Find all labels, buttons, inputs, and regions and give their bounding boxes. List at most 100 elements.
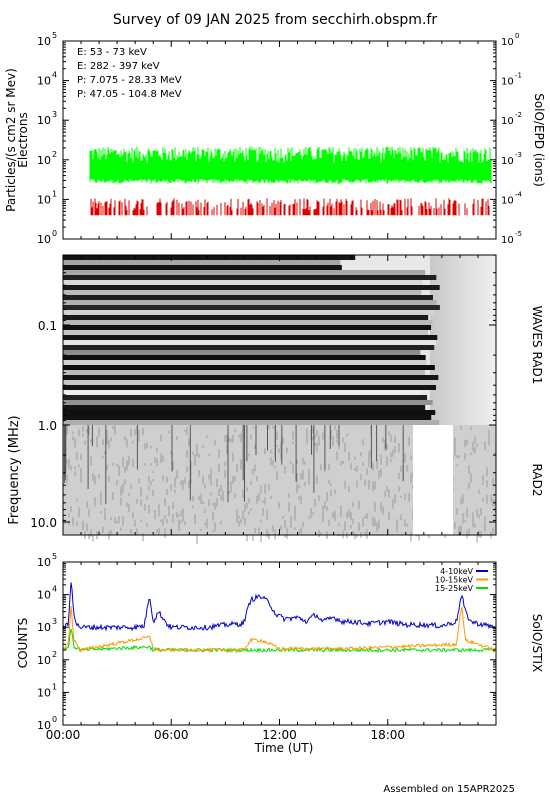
rad1-stripe: [63, 255, 356, 260]
ytick-label: 10: [37, 719, 51, 732]
right-ytick-label-exponent: 0: [515, 32, 519, 40]
legend-entry: 4-10keV: [440, 567, 473, 576]
particles-ylabel: Particles/(s cm2 sr Mev): [4, 68, 18, 212]
ytick-label-exponent: 2: [52, 650, 57, 659]
particles-ylabel-electrons: Electrons: [16, 112, 30, 167]
legend-entry: E: 53 - 73 keV: [77, 47, 147, 58]
legend-entry: P: 7.075 - 28.33 MeV: [77, 75, 182, 86]
series-electrons-53-73: [89, 146, 492, 184]
xtick-label: 12:00: [262, 728, 297, 742]
rad1-stripe: [63, 415, 432, 420]
ytick-label: 10: [37, 686, 51, 699]
rad1-stripe: [63, 260, 341, 265]
right-ytick-label: 10: [501, 235, 514, 246]
ytick-label: 1.0: [38, 419, 57, 433]
stix-ylabel: COUNTS: [16, 618, 30, 669]
rad1-stripe: [63, 385, 436, 390]
rad1-stripe: [63, 290, 422, 295]
ytick-label-exponent: 0: [52, 715, 57, 724]
series-10-15keV: [62, 605, 497, 654]
right-ytick-label-exponent: -2: [515, 111, 522, 119]
stix-data: [62, 582, 497, 654]
xtick-label: 06:00: [154, 728, 189, 742]
ytick-label-exponent: 4: [52, 585, 57, 594]
ytick-label-exponent: 1: [52, 189, 57, 198]
legend-entry: 10-15keV: [435, 576, 474, 585]
rad1-stripe: [63, 280, 423, 285]
rad1-stripe: [63, 370, 425, 375]
right-ytick-label: 10: [501, 77, 514, 88]
rad1-stripe: [63, 420, 440, 425]
radio-ticks: 0.1 1.0 10.0: [30, 254, 497, 535]
ytick-label-exponent: 3: [52, 110, 57, 119]
legend-entry: 15-25keV: [435, 584, 474, 593]
rad2-data-gap: [413, 425, 453, 535]
footer-assembled: Assembled on 15APR2025: [383, 784, 515, 795]
ytick-label-exponent: 1: [52, 682, 57, 691]
stix-right-label: SolO/STIX: [530, 614, 544, 673]
rad1-stripe: [63, 410, 436, 415]
ytick-label: 10: [37, 589, 51, 602]
right-ytick-label: 10: [501, 116, 514, 127]
xtick-label: 00:00: [46, 728, 81, 742]
rad1-stripe: [63, 390, 421, 395]
rad1-stripe: [63, 405, 426, 410]
stix-xlabel: Time (UT): [254, 741, 314, 755]
ytick-label: 10: [37, 154, 51, 167]
right-ytick-label: 10: [501, 37, 514, 48]
radio-right-label-rad1: WAVES RAD1: [530, 306, 544, 385]
series-15-25keV: [62, 628, 496, 654]
ytick-label: 10: [37, 35, 51, 48]
ytick-label: 10: [37, 654, 51, 667]
ytick-label-exponent: 0: [52, 229, 57, 238]
rad1-stripe: [63, 265, 342, 270]
rad1-stripe: [63, 395, 428, 400]
rad1-stripe: [63, 320, 433, 325]
rad1-stripe: [63, 355, 426, 360]
particles-legend: E: 53 - 73 keV E: 282 - 397 keV P: 7.075 -…: [77, 47, 182, 100]
rad1-stripe: [63, 315, 429, 320]
rad1-stripe: [63, 380, 431, 385]
right-ytick-label: 10: [501, 156, 514, 167]
right-ytick-label-exponent: -1: [515, 72, 522, 80]
radio-panel: 0.1 1.0 10.0 Frequency (MHz) WAVES RAD1 RA…: [7, 254, 544, 544]
rad1-stripe: [63, 360, 427, 365]
rad1-stripe: [63, 285, 440, 290]
rad1-stripe: [63, 295, 433, 300]
rad1-stripe: [63, 305, 440, 310]
series-4-10keV: [62, 582, 497, 632]
radio-right-label-rad2: RAD2: [530, 464, 544, 497]
ytick-label-exponent: 4: [52, 71, 57, 80]
rad1-stripe: [63, 375, 439, 380]
ytick-label: 10: [37, 193, 51, 206]
ytick-label-exponent: 2: [52, 150, 57, 159]
rad1-stripe: [63, 310, 435, 315]
ytick-label: 10: [37, 556, 51, 569]
rad1-stripe: [63, 340, 436, 345]
rad1-stripe: [63, 365, 435, 370]
rad1-stripe: [63, 350, 421, 355]
ytick-label: 10: [37, 114, 51, 127]
xtick-label: 18:00: [370, 728, 405, 742]
right-ytick-label-exponent: -3: [515, 151, 522, 159]
particles-data: [89, 146, 492, 216]
rad1-stripe: [63, 300, 437, 305]
ytick-label: 10: [37, 75, 51, 88]
rad1-fade: [430, 255, 496, 425]
rad1-stripe: [63, 275, 437, 280]
series-electrons-282-397: [90, 198, 490, 216]
legend-entry: P: 47.05 - 104.8 MeV: [77, 89, 182, 100]
ytick-label: 10: [37, 233, 51, 246]
ytick-label-exponent: 5: [52, 552, 57, 561]
ytick-label-exponent: 3: [52, 617, 57, 626]
ytick-label-exponent: 5: [52, 31, 57, 40]
right-ytick-label: 10: [501, 195, 514, 206]
rad1-stripe: [63, 325, 432, 330]
rad1-stripe: [63, 330, 429, 335]
particles-right-label: SolO/EPD (ions): [532, 93, 546, 187]
radio-spectrogram: [62, 255, 496, 544]
figure-title: Survey of 09 JAN 2025 from secchirh.obsp…: [113, 12, 437, 28]
